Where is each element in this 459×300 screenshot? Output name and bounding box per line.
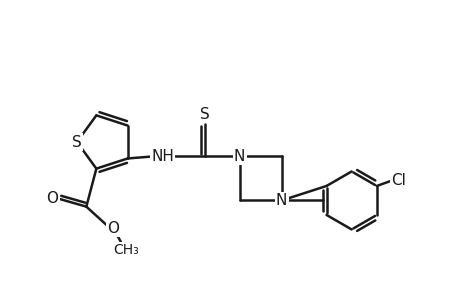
- Text: O: O: [46, 191, 58, 206]
- Text: N: N: [234, 149, 245, 164]
- Text: S: S: [72, 134, 82, 149]
- Text: S: S: [199, 107, 209, 122]
- Text: CH₃: CH₃: [113, 243, 139, 256]
- Text: Cl: Cl: [391, 173, 405, 188]
- Text: N: N: [275, 193, 287, 208]
- Text: NH: NH: [151, 149, 174, 164]
- Text: O: O: [107, 221, 119, 236]
